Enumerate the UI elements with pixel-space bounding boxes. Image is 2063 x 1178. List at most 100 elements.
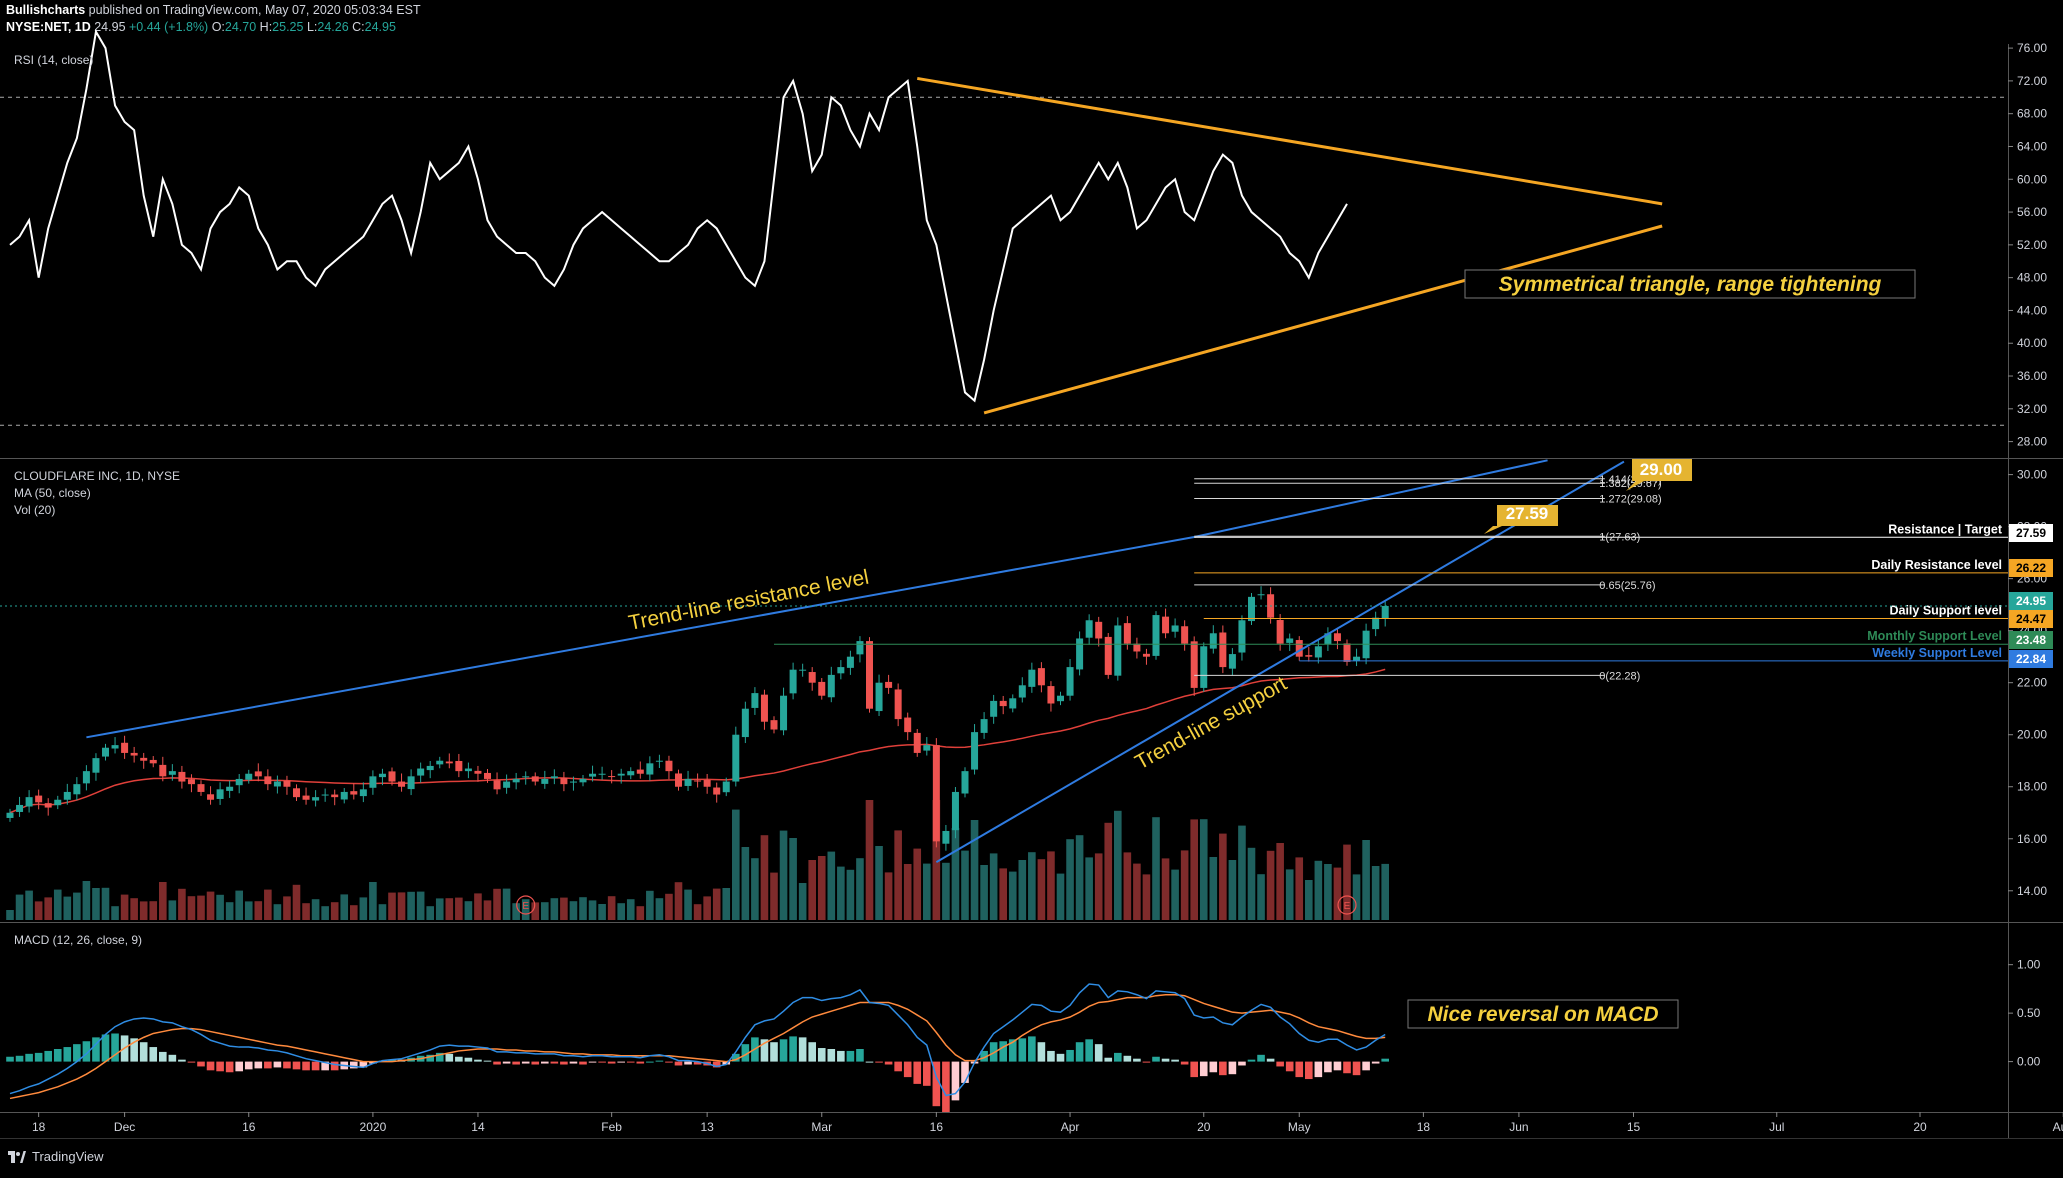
macd-histogram-bar [846,1050,855,1062]
volume-bar [330,902,339,920]
volume-bar [646,890,654,920]
level-label: Daily Resistance level [1871,558,2002,572]
chart-canvas[interactable]: 76.00 72.00 68.00 64.00 60.00 56.00 52.00 48.00… [0,0,2063,1138]
macd-histogram-bar [1247,1059,1256,1062]
volume-bar [283,896,291,920]
macd-histogram-bar [1085,1039,1093,1062]
candle-body [245,773,253,780]
candle-body [207,794,215,800]
candle-body [187,779,195,785]
author-name[interactable]: Bullishcharts [6,3,86,17]
candle-body [990,700,998,717]
candle-body [63,791,71,800]
candle-body [522,776,530,778]
fib-level-label: 1.382(29.67) [1599,478,1661,490]
macd-histogram-bar [1266,1058,1275,1062]
price-marker-label: 24.95 [2016,594,2046,608]
macd-histogram-bar [63,1047,72,1062]
candle-body [1133,643,1141,652]
macd-histogram-bar [455,1056,463,1062]
candle-body [264,776,272,785]
candle-body [1324,633,1332,644]
tradingview-logo[interactable]: TradingView [8,1149,104,1164]
time-axis-label: Aug [2053,1120,2063,1134]
volume-bar [254,901,263,920]
price-axis-label: 22.00 [2017,676,2047,690]
candle-body [589,773,597,777]
volume-bar [455,897,463,920]
macd-histogram-bar [903,1061,912,1078]
macd-histogram-bar [1228,1061,1237,1075]
candle-body [560,777,568,785]
macd-histogram-bar [1362,1061,1370,1071]
volume-bar [292,884,301,920]
macd-histogram-bar [1238,1061,1246,1066]
candle-body [121,742,129,753]
macd-histogram-bar [674,1061,683,1066]
candle-body [961,771,969,794]
macd-histogram-bar [388,1059,396,1062]
volume-bar [34,901,43,920]
price-axis-label: 18.00 [2017,780,2047,794]
volume-bar [1066,839,1074,920]
price-marker [2009,650,2053,668]
price-marker-label: 23.48 [2016,633,2046,647]
fib-level-label: 0.65(25.76) [1599,580,1655,592]
volume-bar [1123,852,1132,920]
macd-histogram-bar [330,1061,339,1071]
volume-bar [321,906,329,920]
symbol-label[interactable]: NYSE:NET, 1D [6,20,91,34]
candle-body [837,667,845,674]
candle-body [197,784,205,792]
macd-histogram-bar [980,1050,988,1062]
volume-bar [111,906,119,920]
macd-histogram-bar [579,1061,587,1065]
support-annotation: Trend-line support [1131,672,1291,774]
volume-bar [397,892,406,920]
candle-body [1314,646,1322,658]
tradingview-logo-icon [8,1150,26,1163]
volume-bar [302,903,310,920]
volume-bar [779,830,788,920]
macd-histogram-bar [244,1061,253,1070]
candle-body [894,689,902,720]
macd-histogram-bar [1257,1054,1265,1062]
macd-histogram-bar [1075,1042,1084,1062]
candle-body [149,759,157,764]
volume-bar [53,889,62,920]
time-axis-label: Feb [601,1120,622,1134]
candle-body [321,794,329,796]
macd-histogram-bar [961,1061,969,1083]
candle-body [312,797,320,801]
time-axis-label: 16 [930,1120,944,1134]
close-label: C: [352,20,365,34]
time-axis-label: 20 [1197,1120,1211,1134]
volume-bar [15,894,24,920]
volume-bar [264,889,272,920]
macd-histogram-bar [617,1061,625,1063]
volume-bar [989,853,998,920]
macd-histogram-bar [1314,1061,1323,1078]
macd-histogram-bar [712,1061,721,1068]
rsi-axis-label: 40.00 [2017,336,2047,350]
macd-histogram-bar [1104,1057,1113,1062]
candle-body [512,778,520,783]
volume-bar [474,893,482,920]
volume-bar [1371,866,1380,920]
candle-body [140,757,148,761]
candle-body [1018,685,1026,698]
candle-body [1228,654,1236,669]
macd-histogram-bar [588,1061,597,1063]
price-change: +0.44 (+1.8%) [129,20,209,34]
volume-bar [225,902,234,920]
price-marker [2009,631,2053,649]
candle-body [980,719,988,733]
macd-histogram-bar [283,1061,291,1069]
candle-body [226,786,234,791]
price-marker [2009,524,2053,542]
macd-title: MACD (12, 26, close, 9) [14,933,142,947]
candle-body [445,761,453,764]
volume-bar [149,901,158,920]
volume-bar [369,882,377,920]
macd-histogram-bar [15,1055,24,1062]
